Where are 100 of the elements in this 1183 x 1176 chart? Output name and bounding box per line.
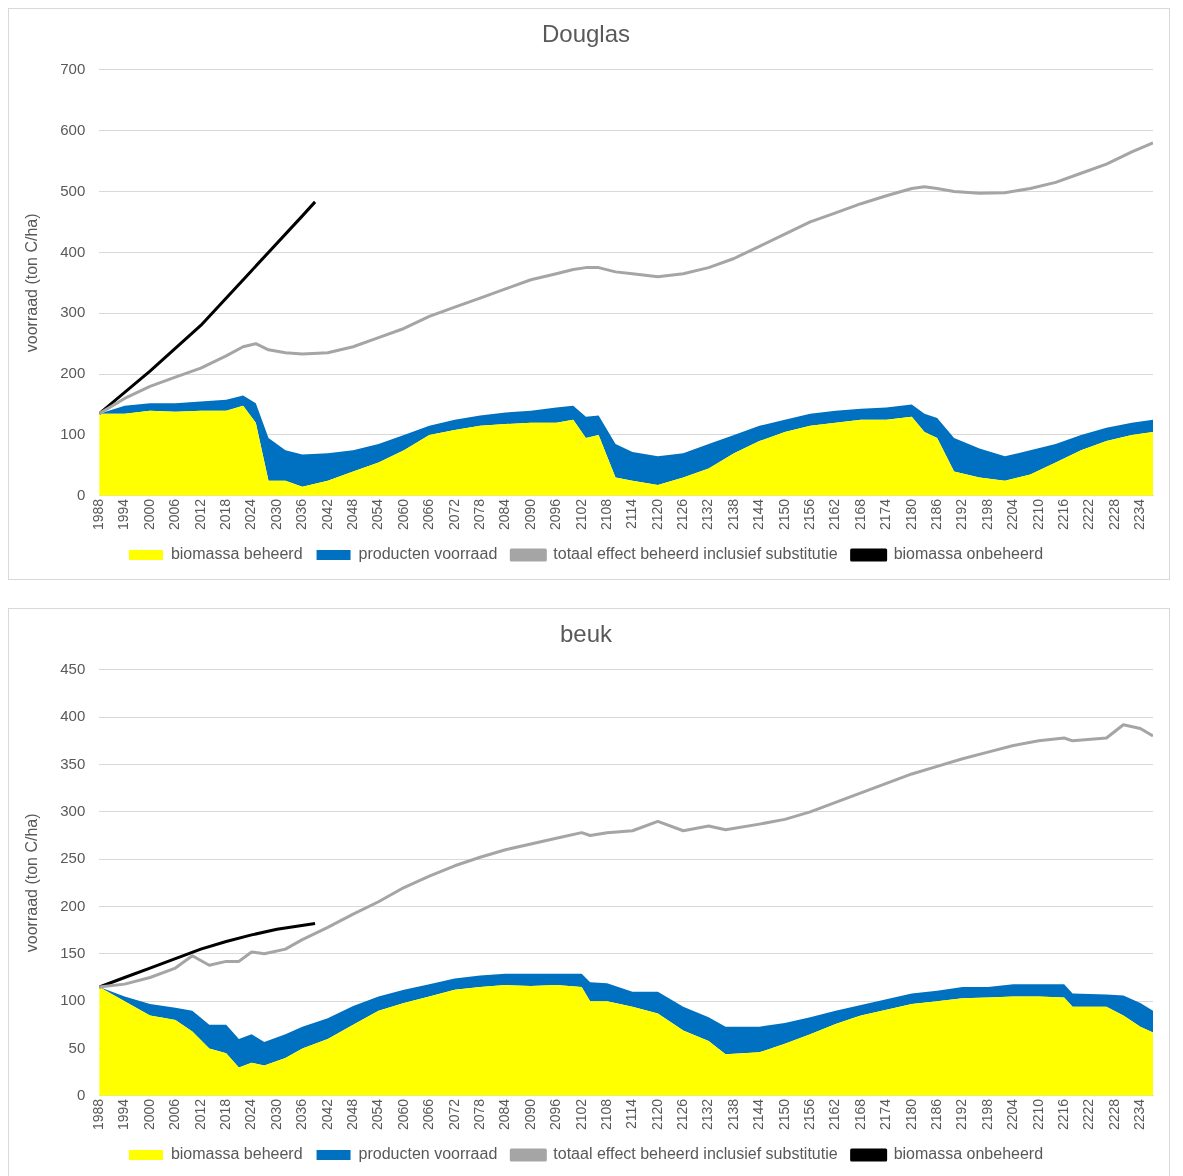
x-tick-label: 2174 [877, 498, 894, 531]
x-tick-label: 2000 [140, 498, 157, 531]
x-tick-label: 2186 [928, 498, 945, 531]
x-tick-label: 2180 [902, 1098, 919, 1131]
x-tick-label: 2186 [928, 1098, 945, 1131]
y-tick-label: 350 [60, 754, 86, 772]
x-tick-label: 2066 [420, 498, 437, 531]
y-axis-title: voorraad (ton C/ha) [23, 213, 41, 353]
x-tick-label: 2024 [242, 1098, 259, 1131]
y-tick-label: 0 [76, 486, 86, 503]
x-tick-label: 2042 [318, 498, 335, 531]
x-tick-label: 2168 [851, 1098, 868, 1131]
x-tick-label: 2018 [217, 1098, 234, 1131]
y-tick-label: 50 [68, 1038, 86, 1056]
chart-title: Douglas [541, 20, 631, 48]
y-tick-label: 400 [60, 707, 86, 725]
x-tick-label: 2132 [699, 1098, 716, 1131]
x-tick-label: 2018 [217, 498, 234, 531]
y-tick-label: 100 [60, 425, 86, 443]
x-tick-label: 2066 [420, 1098, 437, 1131]
x-tick-label: 2048 [344, 1098, 361, 1131]
x-tick-label: 2006 [166, 1098, 183, 1131]
legend-label: biomassa beheerd [170, 1145, 303, 1163]
x-tick-label: 2222 [1080, 498, 1097, 531]
x-tick-label: 2114 [623, 498, 640, 529]
legend-label: biomassa onbeheerd [893, 545, 1044, 563]
y-tick-label: 150 [60, 943, 86, 961]
x-tick-label: 2060 [394, 498, 411, 531]
legend-label: totaal effect beheerd inclusief substitutie [553, 545, 838, 563]
x-tick-label: 2216 [1054, 498, 1071, 531]
x-tick-label: 2054 [369, 1098, 386, 1131]
x-tick-label: 2126 [674, 1098, 691, 1131]
x-tick-label: 2150 [775, 498, 792, 531]
x-tick-label: 2084 [496, 498, 513, 531]
x-tick-label: 2204 [1004, 1098, 1021, 1131]
x-tick-label: 2108 [597, 498, 614, 531]
x-tick-label: 2228 [1105, 498, 1122, 531]
x-tick-label: 2024 [242, 498, 259, 531]
x-tick-label: 2120 [648, 498, 665, 531]
x-tick-label: 2060 [394, 1098, 411, 1131]
x-tick-label: 2120 [648, 1098, 665, 1131]
x-tick-label: 2162 [826, 1098, 843, 1131]
y-tick-label: 400 [60, 242, 86, 260]
y-tick-label: 250 [60, 849, 86, 867]
x-tick-label: 1988 [90, 498, 107, 531]
x-tick-label: 2072 [445, 1098, 462, 1131]
legend-label: producten voorraad [358, 545, 498, 563]
x-tick-label: 2102 [572, 1098, 589, 1131]
legend-label: producten voorraad [358, 1145, 498, 1163]
legend-label: biomassa beheerd [170, 545, 303, 563]
legend-label: totaal effect beheerd inclusief substitutie [553, 1145, 838, 1163]
x-tick-label: 2048 [344, 498, 361, 531]
x-tick-label: 2216 [1054, 1098, 1071, 1131]
x-tick-label: 2042 [318, 1098, 335, 1131]
x-tick-label: 2198 [978, 498, 995, 531]
x-tick-label: 2180 [902, 498, 919, 531]
x-tick-label: 2084 [496, 1098, 513, 1131]
x-tick-label: 2198 [978, 1098, 995, 1131]
x-tick-label: 2114 [623, 1098, 640, 1129]
x-tick-label: 2144 [750, 1098, 767, 1131]
x-tick-label: 2006 [166, 498, 183, 531]
x-tick-label: 2156 [801, 498, 818, 531]
x-tick-label: 2168 [851, 498, 868, 531]
x-tick-label: 2078 [470, 498, 487, 531]
x-tick-label: 2162 [826, 498, 843, 531]
x-tick-label: 2210 [1029, 1098, 1046, 1131]
x-tick-label: 2192 [953, 1098, 970, 1131]
x-tick-label: 2234 [1131, 498, 1148, 531]
x-tick-label: 2012 [191, 498, 208, 531]
y-tick-label: 300 [60, 303, 86, 321]
y-tick-label: 0 [76, 1086, 86, 1103]
y-tick-label: 200 [60, 364, 86, 382]
x-tick-label: 2174 [877, 1098, 894, 1131]
x-tick-label: 2030 [267, 498, 284, 531]
x-tick-label: 2096 [547, 1098, 564, 1131]
x-tick-label: 2234 [1131, 1098, 1148, 1131]
x-tick-label: 2072 [445, 498, 462, 531]
x-tick-label: 2192 [953, 498, 970, 531]
x-tick-label: 2108 [597, 1098, 614, 1131]
x-tick-label: 2078 [470, 1098, 487, 1131]
x-tick-label: 2144 [750, 498, 767, 531]
x-tick-label: 2138 [724, 498, 741, 531]
x-tick-label: 2090 [521, 1098, 538, 1131]
x-tick-label: 2102 [572, 498, 589, 531]
chart-title: beuk [559, 620, 614, 648]
x-tick-label: 2150 [775, 1098, 792, 1131]
x-tick-label: 2138 [724, 1098, 741, 1131]
y-tick-label: 700 [60, 59, 86, 77]
y-tick-label: 600 [60, 120, 86, 138]
x-tick-label: 2156 [801, 1098, 818, 1131]
y-axis-title: voorraad (ton C/ha) [23, 813, 41, 953]
x-tick-label: 2126 [674, 498, 691, 531]
y-tick-label: 300 [60, 801, 86, 819]
x-tick-label: 1988 [90, 1098, 107, 1131]
y-tick-label: 500 [60, 181, 86, 199]
y-tick-label: 450 [60, 659, 86, 677]
x-tick-label: 1994 [115, 498, 132, 531]
x-tick-label: 2210 [1029, 498, 1046, 531]
y-tick-label: 100 [60, 991, 86, 1009]
x-tick-label: 2030 [267, 1098, 284, 1131]
